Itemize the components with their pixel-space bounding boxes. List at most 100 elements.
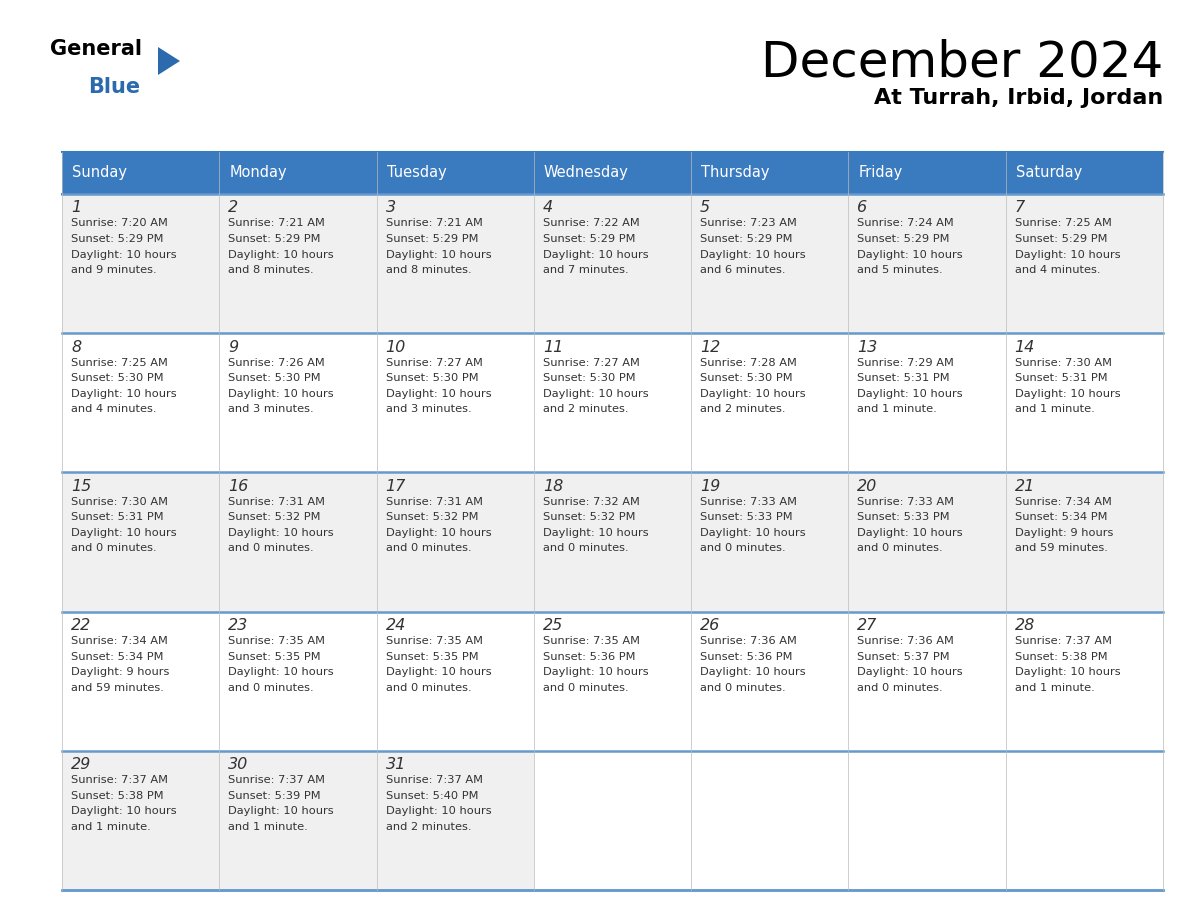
Bar bbox=[220, 473, 377, 611]
Text: Sunrise: 7:28 AM: Sunrise: 7:28 AM bbox=[700, 358, 797, 368]
Bar bbox=[62, 611, 220, 751]
Bar bbox=[533, 152, 691, 194]
Text: Sunset: 5:36 PM: Sunset: 5:36 PM bbox=[700, 652, 792, 662]
Bar bbox=[1006, 152, 1163, 194]
Text: Sunset: 5:32 PM: Sunset: 5:32 PM bbox=[543, 512, 636, 522]
Text: Sunset: 5:38 PM: Sunset: 5:38 PM bbox=[1015, 652, 1107, 662]
Text: 1: 1 bbox=[71, 200, 81, 216]
Text: 16: 16 bbox=[228, 479, 248, 494]
Bar bbox=[1006, 333, 1163, 473]
Text: Sunrise: 7:37 AM: Sunrise: 7:37 AM bbox=[1015, 636, 1112, 646]
Text: Daylight: 10 hours: Daylight: 10 hours bbox=[1015, 388, 1120, 398]
Bar bbox=[848, 473, 1006, 611]
Text: 12: 12 bbox=[700, 340, 720, 354]
Text: 10: 10 bbox=[386, 340, 406, 354]
Text: Daylight: 10 hours: Daylight: 10 hours bbox=[71, 528, 177, 538]
Text: and 2 minutes.: and 2 minutes. bbox=[543, 404, 628, 414]
Bar bbox=[62, 751, 220, 890]
Polygon shape bbox=[158, 47, 181, 75]
Text: Sunset: 5:29 PM: Sunset: 5:29 PM bbox=[700, 234, 792, 244]
Text: Thursday: Thursday bbox=[701, 165, 770, 181]
Text: and 0 minutes.: and 0 minutes. bbox=[71, 543, 157, 554]
Text: Daylight: 10 hours: Daylight: 10 hours bbox=[386, 250, 491, 260]
Text: and 0 minutes.: and 0 minutes. bbox=[858, 543, 943, 554]
Text: and 0 minutes.: and 0 minutes. bbox=[543, 543, 628, 554]
Text: Sunrise: 7:33 AM: Sunrise: 7:33 AM bbox=[858, 497, 954, 507]
Text: and 1 minute.: and 1 minute. bbox=[71, 822, 151, 832]
Text: Sunrise: 7:30 AM: Sunrise: 7:30 AM bbox=[71, 497, 168, 507]
Text: Sunset: 5:36 PM: Sunset: 5:36 PM bbox=[543, 652, 636, 662]
Text: Sunrise: 7:37 AM: Sunrise: 7:37 AM bbox=[228, 776, 326, 785]
Bar bbox=[533, 194, 691, 333]
Text: 26: 26 bbox=[700, 618, 720, 633]
Bar bbox=[691, 611, 848, 751]
Text: Daylight: 10 hours: Daylight: 10 hours bbox=[386, 528, 491, 538]
Text: Sunset: 5:34 PM: Sunset: 5:34 PM bbox=[1015, 512, 1107, 522]
Text: and 0 minutes.: and 0 minutes. bbox=[858, 683, 943, 692]
Text: Sunrise: 7:33 AM: Sunrise: 7:33 AM bbox=[700, 497, 797, 507]
Text: Sunset: 5:29 PM: Sunset: 5:29 PM bbox=[386, 234, 478, 244]
Text: and 2 minutes.: and 2 minutes. bbox=[700, 404, 785, 414]
Text: and 3 minutes.: and 3 minutes. bbox=[386, 404, 472, 414]
Text: and 0 minutes.: and 0 minutes. bbox=[386, 683, 472, 692]
Text: Daylight: 10 hours: Daylight: 10 hours bbox=[858, 667, 963, 677]
Text: Sunrise: 7:22 AM: Sunrise: 7:22 AM bbox=[543, 218, 639, 229]
Text: Daylight: 10 hours: Daylight: 10 hours bbox=[700, 667, 805, 677]
Text: 29: 29 bbox=[71, 757, 91, 772]
Text: and 0 minutes.: and 0 minutes. bbox=[228, 683, 314, 692]
Text: Sunset: 5:33 PM: Sunset: 5:33 PM bbox=[858, 512, 950, 522]
Bar bbox=[62, 473, 220, 611]
Text: Sunrise: 7:25 AM: Sunrise: 7:25 AM bbox=[71, 358, 168, 368]
Text: Sunset: 5:30 PM: Sunset: 5:30 PM bbox=[700, 374, 792, 383]
Text: and 9 minutes.: and 9 minutes. bbox=[71, 265, 157, 275]
Text: Daylight: 10 hours: Daylight: 10 hours bbox=[228, 250, 334, 260]
Text: and 4 minutes.: and 4 minutes. bbox=[1015, 265, 1100, 275]
Bar bbox=[62, 194, 220, 333]
Text: and 0 minutes.: and 0 minutes. bbox=[386, 543, 472, 554]
Text: and 1 minute.: and 1 minute. bbox=[1015, 404, 1094, 414]
Text: Sunrise: 7:31 AM: Sunrise: 7:31 AM bbox=[386, 497, 482, 507]
Text: Sunrise: 7:37 AM: Sunrise: 7:37 AM bbox=[71, 776, 168, 785]
Bar bbox=[848, 333, 1006, 473]
Text: and 1 minute.: and 1 minute. bbox=[1015, 683, 1094, 692]
Text: Sunrise: 7:27 AM: Sunrise: 7:27 AM bbox=[543, 358, 639, 368]
Text: 9: 9 bbox=[228, 340, 239, 354]
Text: Daylight: 10 hours: Daylight: 10 hours bbox=[543, 250, 649, 260]
Text: 8: 8 bbox=[71, 340, 81, 354]
Text: 6: 6 bbox=[858, 200, 867, 216]
Text: Sunrise: 7:24 AM: Sunrise: 7:24 AM bbox=[858, 218, 954, 229]
Text: Daylight: 10 hours: Daylight: 10 hours bbox=[700, 250, 805, 260]
Text: Sunset: 5:29 PM: Sunset: 5:29 PM bbox=[71, 234, 164, 244]
Text: Sunset: 5:30 PM: Sunset: 5:30 PM bbox=[386, 374, 479, 383]
Bar bbox=[220, 152, 377, 194]
Text: Sunrise: 7:23 AM: Sunrise: 7:23 AM bbox=[700, 218, 797, 229]
Text: 3: 3 bbox=[386, 200, 396, 216]
Text: and 1 minute.: and 1 minute. bbox=[228, 822, 308, 832]
Bar bbox=[377, 194, 533, 333]
Text: Wednesday: Wednesday bbox=[544, 165, 628, 181]
Text: Daylight: 10 hours: Daylight: 10 hours bbox=[543, 667, 649, 677]
Text: Daylight: 10 hours: Daylight: 10 hours bbox=[386, 806, 491, 816]
Bar bbox=[691, 194, 848, 333]
Text: Sunrise: 7:36 AM: Sunrise: 7:36 AM bbox=[700, 636, 797, 646]
Text: Sunset: 5:33 PM: Sunset: 5:33 PM bbox=[700, 512, 792, 522]
Text: Sunset: 5:29 PM: Sunset: 5:29 PM bbox=[858, 234, 950, 244]
Text: Daylight: 10 hours: Daylight: 10 hours bbox=[228, 528, 334, 538]
Text: and 4 minutes.: and 4 minutes. bbox=[71, 404, 157, 414]
Text: and 6 minutes.: and 6 minutes. bbox=[700, 265, 785, 275]
Text: and 7 minutes.: and 7 minutes. bbox=[543, 265, 628, 275]
Bar bbox=[848, 611, 1006, 751]
Text: Daylight: 10 hours: Daylight: 10 hours bbox=[543, 528, 649, 538]
Text: Saturday: Saturday bbox=[1016, 165, 1082, 181]
Text: Sunrise: 7:29 AM: Sunrise: 7:29 AM bbox=[858, 358, 954, 368]
Text: Sunset: 5:35 PM: Sunset: 5:35 PM bbox=[386, 652, 479, 662]
Text: 13: 13 bbox=[858, 340, 878, 354]
Text: Sunset: 5:31 PM: Sunset: 5:31 PM bbox=[1015, 374, 1107, 383]
Text: Sunrise: 7:34 AM: Sunrise: 7:34 AM bbox=[71, 636, 168, 646]
Text: and 0 minutes.: and 0 minutes. bbox=[228, 543, 314, 554]
Bar bbox=[691, 152, 848, 194]
Text: Daylight: 10 hours: Daylight: 10 hours bbox=[858, 250, 963, 260]
Text: Sunset: 5:31 PM: Sunset: 5:31 PM bbox=[71, 512, 164, 522]
Text: Daylight: 10 hours: Daylight: 10 hours bbox=[228, 388, 334, 398]
Bar bbox=[1006, 611, 1163, 751]
